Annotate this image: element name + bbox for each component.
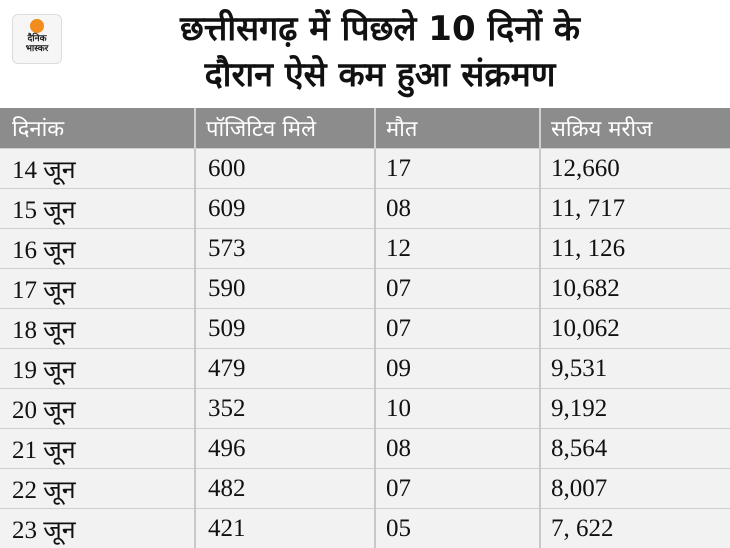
table-cell: 14 जून — [0, 148, 195, 189]
table-cell: 509 — [194, 308, 375, 349]
table-cell: 09 — [374, 348, 540, 389]
logo-dot — [30, 19, 44, 33]
table-row: 21 जून 496 08 8,564 — [0, 428, 730, 469]
table-cell: 21 जून — [0, 428, 195, 469]
table-cell: 573 — [194, 228, 375, 269]
table-cell: 08 — [374, 428, 540, 469]
table-cell: 12,660 — [539, 148, 730, 189]
column-header: दिनांक — [0, 108, 195, 149]
table-cell: 9,192 — [539, 388, 730, 429]
table-cell: 22 जून — [0, 468, 195, 509]
table-row: 16 जून 573 12 11, 126 — [0, 228, 730, 269]
table-cell: 05 — [374, 508, 540, 548]
header-row: दिनांक पॉजिटिव मिले मौत सक्रिय मरीज — [0, 108, 730, 149]
table-cell: 12 — [374, 228, 540, 269]
table-cell: 17 — [374, 148, 540, 189]
table-cell: 590 — [194, 268, 375, 309]
table-cell: 482 — [194, 468, 375, 509]
table-cell: 08 — [374, 188, 540, 229]
table-row: 17 जून 590 07 10,682 — [0, 268, 730, 309]
table-cell: 07 — [374, 268, 540, 309]
table-body: 14 जून 600 17 12,660 15 जून 609 08 11, 717 16 जू… — [0, 148, 730, 548]
table-cell: 07 — [374, 308, 540, 349]
table-cell: 609 — [194, 188, 375, 229]
table-cell: 07 — [374, 468, 540, 509]
table-cell: 496 — [194, 428, 375, 469]
title-line: दौरान ऐसे कम हुआ संक्रमण — [204, 55, 556, 95]
table-cell: 11, 717 — [539, 188, 730, 229]
table-row: 19 जून 479 09 9,531 — [0, 348, 730, 389]
column-header: सक्रिय मरीज — [539, 108, 730, 149]
column-header: पॉजिटिव मिले — [194, 108, 375, 149]
table-cell: 10 — [374, 388, 540, 429]
table-cell: 479 — [194, 348, 375, 389]
data-table: दिनांक पॉजिटिव मिले मौत सक्रिय मरीज 14 जून 6… — [0, 108, 730, 548]
table-row: 20 जून 352 10 9,192 — [0, 388, 730, 429]
table-row: 22 जून 482 07 8,007 — [0, 468, 730, 509]
table-cell: 600 — [194, 148, 375, 189]
table-cell: 16 जून — [0, 228, 195, 269]
table-cell: 17 जून — [0, 268, 195, 309]
table-cell: 7, 622 — [539, 508, 730, 548]
table-cell: 9,531 — [539, 348, 730, 389]
logo-text: भास्कर — [25, 44, 49, 54]
title: छत्तीसगढ़ में पिछले 10 दिनों के दौरान ऐस… — [90, 6, 670, 98]
table-cell: 11, 126 — [539, 228, 730, 269]
logo-text: दैनिक — [27, 34, 47, 44]
logo: दैनिक भास्कर — [12, 14, 62, 64]
table-cell: 18 जून — [0, 308, 195, 349]
table-cell: 8,564 — [539, 428, 730, 469]
table-cell: 15 जून — [0, 188, 195, 229]
table-cell: 352 — [194, 388, 375, 429]
table-cell: 10,062 — [539, 308, 730, 349]
table-row: 15 जून 609 08 11, 717 — [0, 188, 730, 229]
table-cell: 8,007 — [539, 468, 730, 509]
table-cell: 20 जून — [0, 388, 195, 429]
column-header: मौत — [374, 108, 540, 149]
table-cell: 10,682 — [539, 268, 730, 309]
table-row: 14 जून 600 17 12,660 — [0, 148, 730, 189]
table-row: 23 जून 421 05 7, 622 — [0, 508, 730, 548]
table-row: 18 जून 509 07 10,062 — [0, 308, 730, 349]
table-cell: 19 जून — [0, 348, 195, 389]
table-cell: 23 जून — [0, 508, 195, 548]
table-cell: 421 — [194, 508, 375, 548]
title-line: छत्तीसगढ़ में पिछले 10 दिनों के — [180, 9, 580, 49]
